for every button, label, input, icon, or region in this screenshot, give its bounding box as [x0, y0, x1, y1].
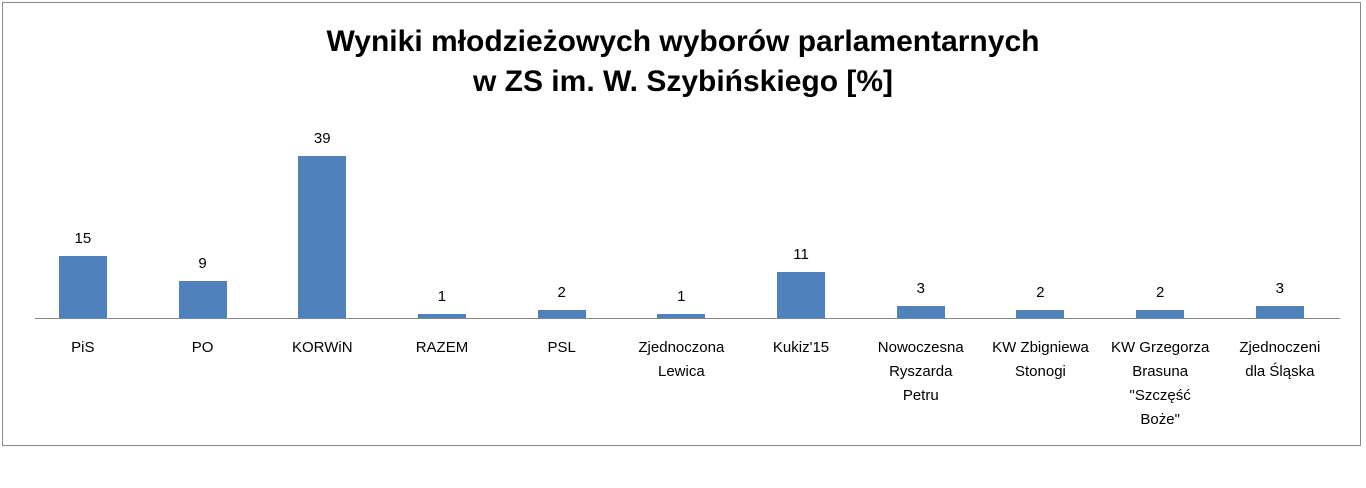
x-tick-label: Nowoczesna Ryszarda Petru	[877, 339, 964, 404]
data-label: 3	[916, 279, 925, 297]
x-tick-label: KORWiN	[291, 339, 353, 356]
bar	[417, 313, 466, 318]
x-tick-label: Zjednoczona Lewica	[638, 339, 725, 380]
data-label: 2	[1036, 283, 1045, 301]
data-label: 3	[1275, 279, 1285, 297]
data-label: 2	[1155, 283, 1165, 301]
data-label: 1	[437, 287, 447, 305]
x-tick-label: Zjednoczeni dla Śląska	[1239, 339, 1321, 380]
data-label: 39	[313, 130, 331, 148]
bar	[58, 255, 107, 318]
bar	[178, 280, 227, 318]
data-label: 1	[677, 287, 686, 305]
x-tick-label: KW Zbigniewa Stonogi	[992, 339, 1089, 380]
data-label: 11	[793, 246, 809, 264]
bar	[298, 156, 347, 318]
data-label: 2	[557, 283, 566, 301]
x-tick-label: PSL	[547, 339, 576, 356]
x-tick-label: Kukiz'15	[772, 339, 830, 356]
x-axis-line	[35, 318, 1340, 319]
bar	[1136, 309, 1185, 318]
chart-title: Wyniki młodzieżowych wyborów parlamentar…	[326, 25, 1040, 98]
x-tick-label: KW Grzegorza Brasuna "Szczęść Boże"	[1110, 339, 1210, 428]
x-tick-label: PO	[191, 339, 214, 356]
bar	[537, 309, 586, 318]
bar	[657, 313, 706, 318]
chart-frame	[2, 2, 1361, 446]
data-label: 9	[198, 254, 207, 272]
bar	[896, 305, 945, 318]
x-tick-label: RAZEM	[415, 339, 469, 356]
bar	[1016, 309, 1065, 318]
bar	[777, 272, 826, 318]
data-label: 15	[74, 229, 92, 247]
bar	[1255, 305, 1304, 318]
x-tick-label: PiS	[71, 339, 95, 356]
